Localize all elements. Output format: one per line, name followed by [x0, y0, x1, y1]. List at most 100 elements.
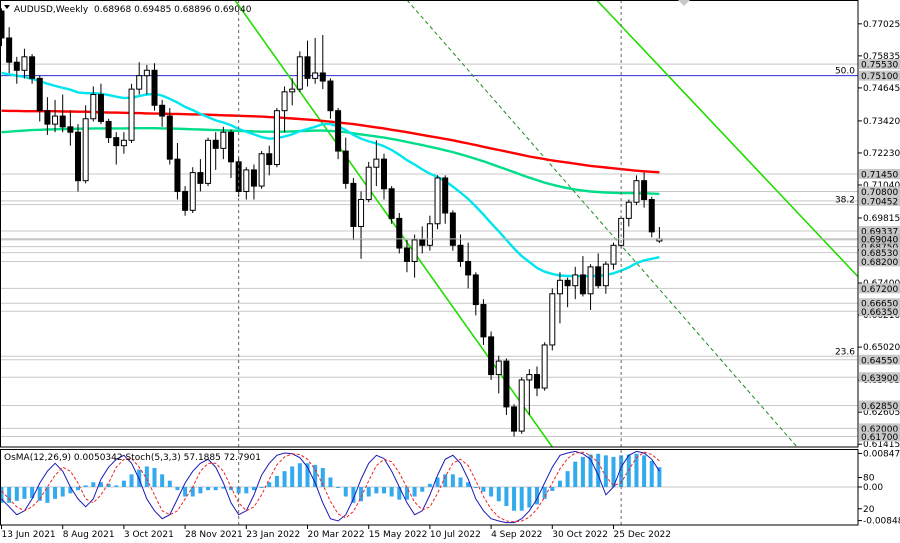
candle-body — [174, 158, 181, 192]
level-price-box — [859, 298, 900, 309]
osma-bar — [565, 471, 570, 487]
level-price-label: 0.75100 — [861, 72, 898, 82]
candle-body — [419, 239, 426, 246]
osma-bar — [305, 463, 310, 487]
indicator-pane-frame — [0, 449, 859, 526]
candle-body — [143, 69, 150, 77]
candle-body — [136, 75, 143, 90]
osma-bar — [512, 487, 517, 511]
osma-bar — [290, 466, 295, 487]
level-price-label: 0.70800 — [861, 188, 898, 198]
candle-body — [350, 182, 357, 227]
price-tick-label: 0.62605 — [863, 408, 900, 418]
candle-body — [304, 56, 311, 79]
candle-body — [648, 199, 655, 233]
candle-body — [105, 120, 112, 139]
osma-bar — [504, 487, 509, 506]
candle-body — [97, 94, 104, 122]
candle-body — [6, 37, 13, 63]
osma-bar — [603, 455, 608, 487]
date-tick-label: 20 Mar 2022 — [308, 530, 365, 540]
osma-bar — [427, 483, 432, 487]
osma-bar — [343, 487, 348, 497]
candle-body — [220, 131, 227, 149]
moving-average-line — [1, 109, 660, 174]
osma-bar — [519, 487, 524, 511]
scroll-marker-icon — [678, 0, 690, 6]
osma-bar — [580, 456, 585, 487]
osma-bar — [229, 487, 233, 491]
osma-bar — [557, 480, 562, 487]
osma-bar — [359, 487, 364, 502]
candle-body — [472, 274, 479, 306]
candle-body — [541, 344, 548, 389]
main-pane-frame — [0, 0, 859, 448]
candle-body — [518, 379, 525, 432]
osma-bar — [167, 480, 172, 487]
osma-bar — [236, 487, 241, 494]
candle-body — [128, 88, 135, 141]
candle-body — [641, 180, 648, 201]
osma-bar — [527, 487, 532, 508]
osma-bar — [0, 487, 4, 503]
osma-bar — [68, 487, 73, 494]
osma-bar — [404, 487, 409, 500]
candle-body — [564, 279, 571, 287]
date-tick-label: 4 Sep 2022 — [491, 530, 542, 540]
level-price-label: 0.68200 — [861, 258, 898, 268]
candle-body — [403, 247, 410, 262]
level-price-label: 0.75530 — [861, 61, 898, 71]
osma-bar — [282, 471, 287, 487]
candle-body — [13, 61, 20, 71]
level-price-box — [859, 431, 900, 442]
level-price-label: 0.67200 — [861, 285, 898, 295]
osma-bar — [619, 455, 624, 487]
osma-bar — [45, 487, 50, 503]
current-price-label: 0.69040 — [861, 235, 898, 245]
osma-bar — [550, 487, 555, 491]
candle-body — [526, 374, 533, 381]
candle-body — [75, 131, 81, 182]
osma-bar — [489, 487, 494, 497]
channel-line — [406, 0, 798, 447]
osma-bar — [366, 487, 371, 497]
osma-bar — [649, 460, 654, 487]
candle-body — [625, 201, 632, 219]
osma-bar — [328, 477, 333, 487]
price-tick-label: 0.75835 — [863, 52, 900, 62]
osma-bar — [634, 453, 639, 487]
candle-body — [358, 199, 365, 227]
candle-body — [44, 110, 51, 125]
level-price-box — [859, 372, 900, 383]
level-price-box — [859, 423, 900, 434]
osma-bar — [274, 475, 279, 487]
candle-body — [335, 110, 342, 152]
osma-bar — [458, 477, 463, 487]
osma-bar — [259, 487, 264, 488]
price-tick-label: 0.73420 — [863, 117, 900, 127]
price-tick-label: 0.72230 — [863, 149, 900, 159]
osma-bar — [30, 487, 35, 499]
level-price-box — [859, 306, 900, 317]
level-price-box — [859, 59, 900, 70]
fib-label: 38.2 — [835, 196, 855, 206]
osma-bar — [53, 487, 58, 499]
osma-bar — [114, 485, 119, 487]
candle-body — [258, 153, 265, 187]
level-price-box — [859, 186, 900, 197]
indicator-label: OsMA(12,26,9) 0.0050342 Stoch(5,3,3) 57.… — [4, 453, 261, 463]
price-tick-label: 0.71040 — [863, 181, 900, 191]
osma-bar — [481, 487, 486, 492]
osma-bar — [435, 477, 440, 487]
indicator-tick-label: 20 — [863, 505, 875, 515]
chart-title: AUDUSD,Weekly — [14, 5, 89, 15]
osma-bar — [466, 482, 471, 487]
osma-bar — [37, 487, 42, 501]
candle-body — [266, 153, 273, 166]
candle-body — [342, 150, 349, 184]
candle-body — [82, 118, 89, 182]
level-price-label: 0.66350 — [861, 308, 898, 318]
current-price-box — [859, 233, 900, 244]
candle-body — [243, 169, 250, 192]
